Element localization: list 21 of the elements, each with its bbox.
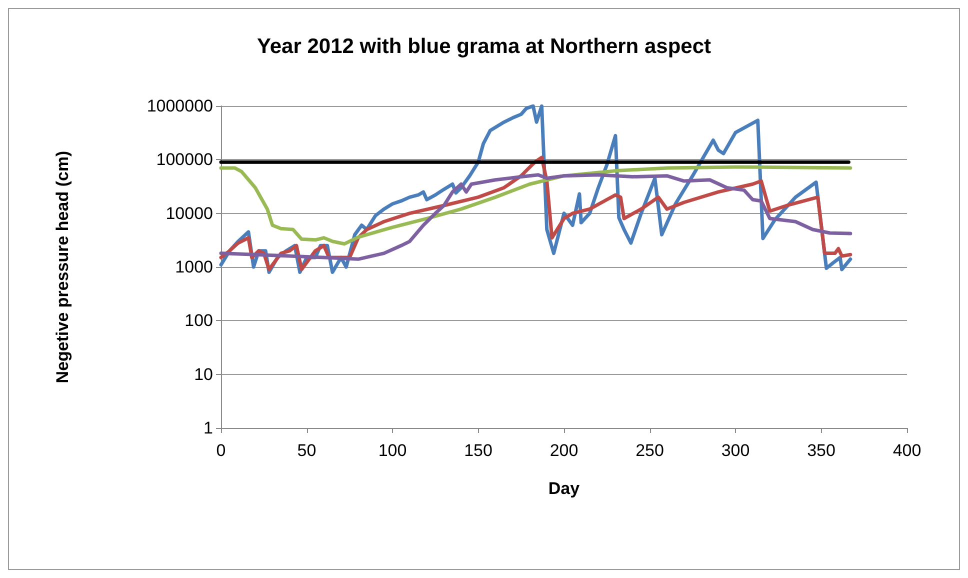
x-tick-label: 50	[297, 441, 316, 460]
x-tick-label: 150	[464, 441, 492, 460]
y-tick-label: 1000	[175, 258, 213, 276]
y-axis-title: Negetive pressure head (cm)	[53, 150, 72, 384]
x-tick-label: 0	[216, 441, 226, 460]
y-tick-label: 100000	[156, 150, 213, 170]
x-tick-label: 350	[807, 441, 836, 460]
line-series	[219, 173, 852, 261]
x-tick-label: 100	[378, 441, 407, 460]
y-tick-label: 10000	[166, 204, 213, 223]
y-tick-label: 10	[194, 364, 213, 384]
chart-title: Year 2012 with blue grama at Northern aspect	[256, 35, 712, 58]
x-tick-label: 300	[721, 441, 750, 460]
x-tick-label: 250	[636, 441, 664, 460]
x-axis-title: Day	[548, 479, 580, 498]
x-tick-label: 400	[892, 441, 922, 460]
y-tick-label: 1000000	[146, 96, 213, 116]
x-tick-label: 200	[550, 441, 578, 460]
line-series	[219, 165, 852, 246]
y-tick-label: 100	[184, 311, 213, 330]
y-tick-label: 1	[204, 418, 213, 438]
